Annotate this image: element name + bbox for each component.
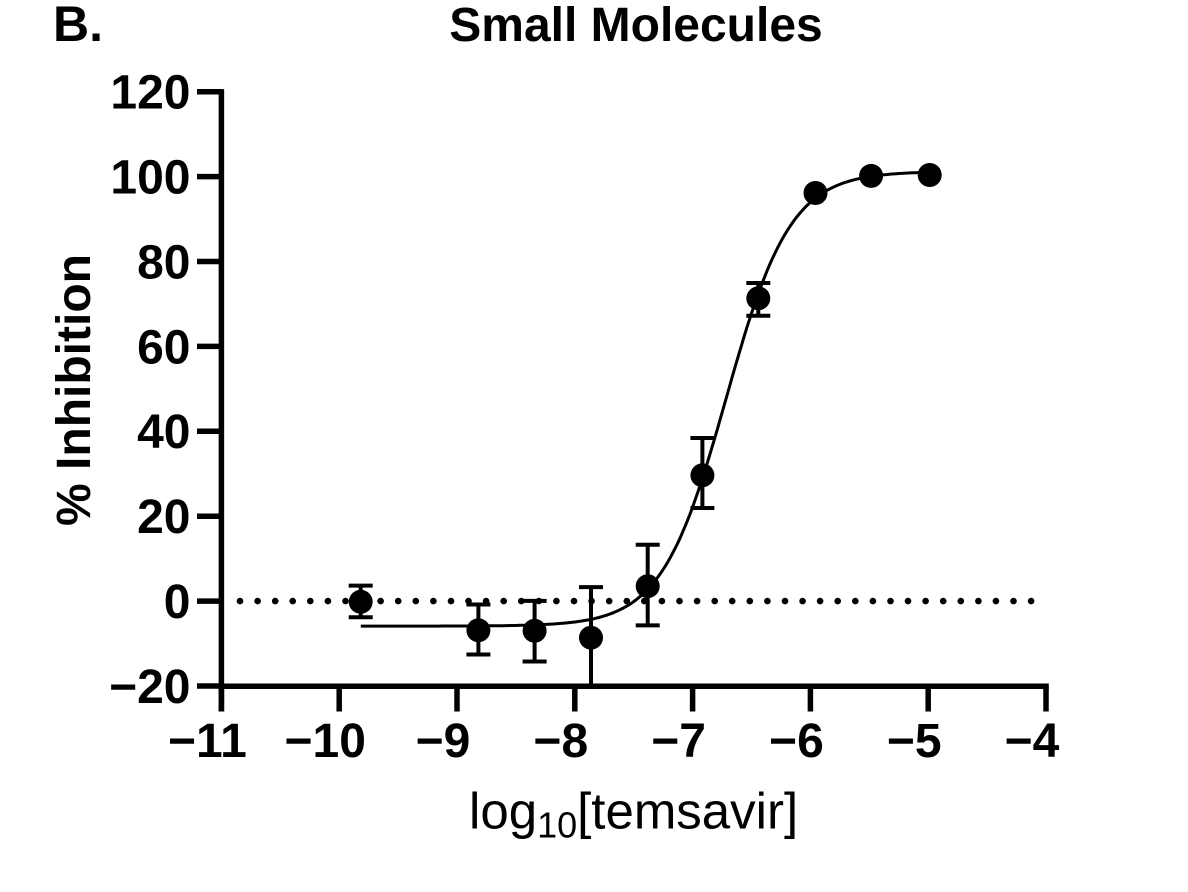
svg-text:120: 120: [110, 67, 190, 120]
svg-text:log10[temsavir]: log10[temsavir]: [469, 783, 798, 846]
svg-text:−10: −10: [284, 715, 365, 768]
svg-text:40: 40: [137, 406, 190, 459]
svg-text:−11: −11: [168, 715, 247, 768]
svg-text:−5: −5: [887, 715, 942, 768]
svg-text:100: 100: [110, 152, 190, 205]
svg-text:−4: −4: [1005, 715, 1060, 768]
svg-text:−6: −6: [769, 715, 824, 768]
svg-text:% Inhibition: % Inhibition: [48, 254, 101, 526]
svg-text:−7: −7: [651, 715, 706, 768]
svg-text:60: 60: [137, 321, 190, 374]
svg-text:−8: −8: [533, 715, 588, 768]
svg-text:−9: −9: [416, 715, 471, 768]
svg-text:80: 80: [137, 236, 190, 289]
svg-text:Small Molecules: Small Molecules: [449, 0, 822, 52]
svg-text:0: 0: [164, 576, 191, 629]
svg-text:20: 20: [137, 491, 190, 544]
svg-text:B.: B.: [53, 0, 103, 52]
svg-text:−20: −20: [109, 661, 190, 714]
